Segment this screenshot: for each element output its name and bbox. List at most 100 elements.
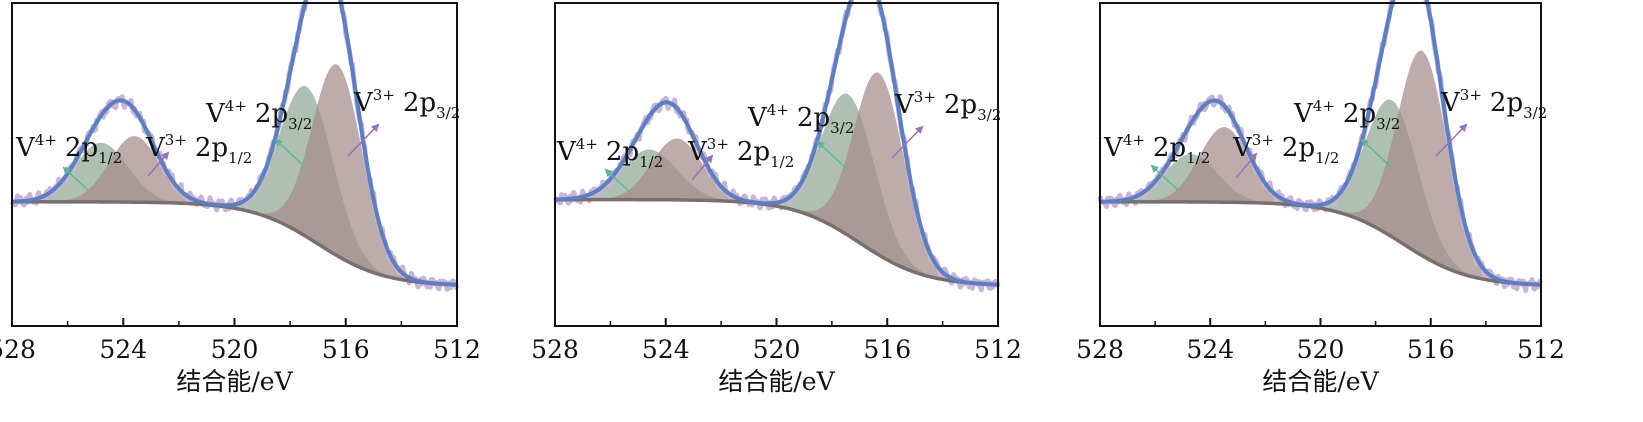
peak-label-ion: V xyxy=(1440,88,1461,118)
peak-label-ion: V xyxy=(15,133,36,163)
peak-label-2: V3+ 2p1/2 xyxy=(145,131,252,167)
peak-label-1: V4+ 2p1/2 xyxy=(556,135,663,171)
peak-label-subshell: 1/2 xyxy=(228,149,252,167)
x-tick-label-2: 524 xyxy=(642,335,690,364)
peak-label-ion: V xyxy=(687,137,708,167)
envelope-line xyxy=(555,0,999,287)
peak-arrow-3 xyxy=(274,138,307,169)
peak-label-charge: 4+ xyxy=(767,101,789,119)
peak-arrow-1 xyxy=(1150,164,1179,191)
x-tick-label-2: 524 xyxy=(1186,335,1234,364)
peak-label-orbital: 2p xyxy=(403,88,436,118)
peak-label-ion: V xyxy=(556,137,577,167)
peak-label-orbital: 2p xyxy=(797,103,830,133)
peak-label-4: V3+ 2p3/2 xyxy=(1440,86,1547,122)
peak-label-ion: V xyxy=(1293,99,1314,129)
peak-label-orbital: 2p xyxy=(65,133,98,163)
envelope-line xyxy=(12,0,457,287)
peak-label-ion: V xyxy=(747,103,768,133)
peak-arrow-3 xyxy=(816,140,849,171)
component-fill-4 xyxy=(237,64,437,284)
peak-label-ion: V xyxy=(145,133,166,163)
x-axis-label: 结合能/eV xyxy=(176,367,293,396)
component-fill-2 xyxy=(577,138,777,207)
peak-label-ion: V xyxy=(1232,133,1253,163)
peak-label-subshell: 3/2 xyxy=(1376,115,1400,133)
x-tick-label-5: 512 xyxy=(974,335,1022,364)
peak-label-subshell: 1/2 xyxy=(770,153,794,171)
peak-arrow-1 xyxy=(604,168,633,195)
background-line xyxy=(555,197,999,287)
peak-label-subshell: 3/2 xyxy=(1523,104,1547,122)
peak-label-1: V4+ 2p1/2 xyxy=(15,131,122,167)
peak-label-subshell: 3/2 xyxy=(288,115,312,133)
component-fill-2 xyxy=(34,136,235,209)
peak-arrow-4 xyxy=(891,125,924,159)
peak-label-3: V4+ 2p3/2 xyxy=(747,101,854,137)
peak-arrow-3 xyxy=(1360,138,1393,169)
x-tick-label-1: 528 xyxy=(1076,335,1124,364)
peak-label-4: V3+ 2p3/2 xyxy=(894,88,1001,124)
peak-label-subshell: 3/2 xyxy=(436,104,460,122)
peak-label-charge: 4+ xyxy=(35,131,57,149)
peak-label-charge: 4+ xyxy=(576,135,598,153)
peak-label-orbital: 2p xyxy=(255,99,288,129)
envelope-line xyxy=(1100,0,1541,287)
peak-label-subshell: 3/2 xyxy=(977,106,1001,124)
x-tick-label-4: 516 xyxy=(863,335,911,364)
x-tick-label-3: 520 xyxy=(1297,335,1345,364)
x-axis-label: 结合能/eV xyxy=(1262,367,1379,396)
peak-arrow-1 xyxy=(62,166,89,191)
peak-label-subshell: 1/2 xyxy=(98,149,122,167)
x-tick-label-5: 512 xyxy=(1517,335,1565,364)
peak-label-orbital: 2p xyxy=(1282,133,1315,163)
peak-label-4: V3+ 2p3/2 xyxy=(353,86,460,122)
peak-label-subshell: 1/2 xyxy=(1186,149,1210,167)
peak-label-charge: 3+ xyxy=(1252,131,1274,149)
peak-label-charge: 3+ xyxy=(165,131,187,149)
peak-label-orbital: 2p xyxy=(1153,133,1186,163)
peak-label-ion: V xyxy=(205,99,226,129)
background-line xyxy=(1100,200,1541,287)
x-axis-label: 结合能/eV xyxy=(718,367,835,396)
peak-label-ion: V xyxy=(353,88,374,118)
peak-arrow-2 xyxy=(691,154,714,181)
x-tick-label-1: 528 xyxy=(0,335,36,364)
x-tick-label-1: 528 xyxy=(531,335,579,364)
peak-label-charge: 4+ xyxy=(225,97,247,115)
peak-label-subshell: 3/2 xyxy=(830,119,854,137)
x-tick-label-3: 520 xyxy=(211,335,259,364)
peak-label-subshell: 1/2 xyxy=(639,153,663,171)
peak-label-charge: 3+ xyxy=(707,135,729,153)
x-tick-label-2: 524 xyxy=(99,335,147,364)
peak-label-orbital: 2p xyxy=(1490,88,1523,118)
peak-label-3: V4+ 2p3/2 xyxy=(205,97,312,133)
peak-label-charge: 4+ xyxy=(1313,97,1335,115)
peak-arrow-4 xyxy=(1435,123,1468,157)
peak-label-charge: 4+ xyxy=(1123,131,1145,149)
background-line xyxy=(12,200,457,287)
peak-label-orbital: 2p xyxy=(1343,99,1376,129)
peak-label-orbital: 2p xyxy=(737,137,770,167)
peak-label-3: V4+ 2p3/2 xyxy=(1293,97,1400,133)
peak-label-orbital: 2p xyxy=(606,137,639,167)
peak-label-charge: 3+ xyxy=(914,88,936,106)
x-tick-label-4: 516 xyxy=(322,335,370,364)
peak-label-2: V3+ 2p1/2 xyxy=(1232,131,1339,167)
peak-label-ion: V xyxy=(1103,133,1124,163)
peak-label-subshell: 1/2 xyxy=(1315,149,1339,167)
component-fill-2 xyxy=(1125,127,1323,209)
peak-label-charge: 3+ xyxy=(373,86,395,104)
peak-label-1: V4+ 2p1/2 xyxy=(1103,131,1210,167)
peak-arrow-4 xyxy=(347,123,380,157)
peak-label-2: V3+ 2p1/2 xyxy=(687,135,794,171)
panel-1: 528524520516512结合能/eVV4+2p1/2V3+2p1/2V4+… xyxy=(0,0,481,396)
x-tick-label-4: 516 xyxy=(1407,335,1455,364)
peak-label-orbital: 2p xyxy=(944,90,977,120)
peak-arrow-2 xyxy=(147,151,170,177)
peak-arrow-2 xyxy=(1235,152,1258,179)
x-tick-label-5: 512 xyxy=(433,335,481,364)
peak-label-ion: V xyxy=(894,90,915,120)
